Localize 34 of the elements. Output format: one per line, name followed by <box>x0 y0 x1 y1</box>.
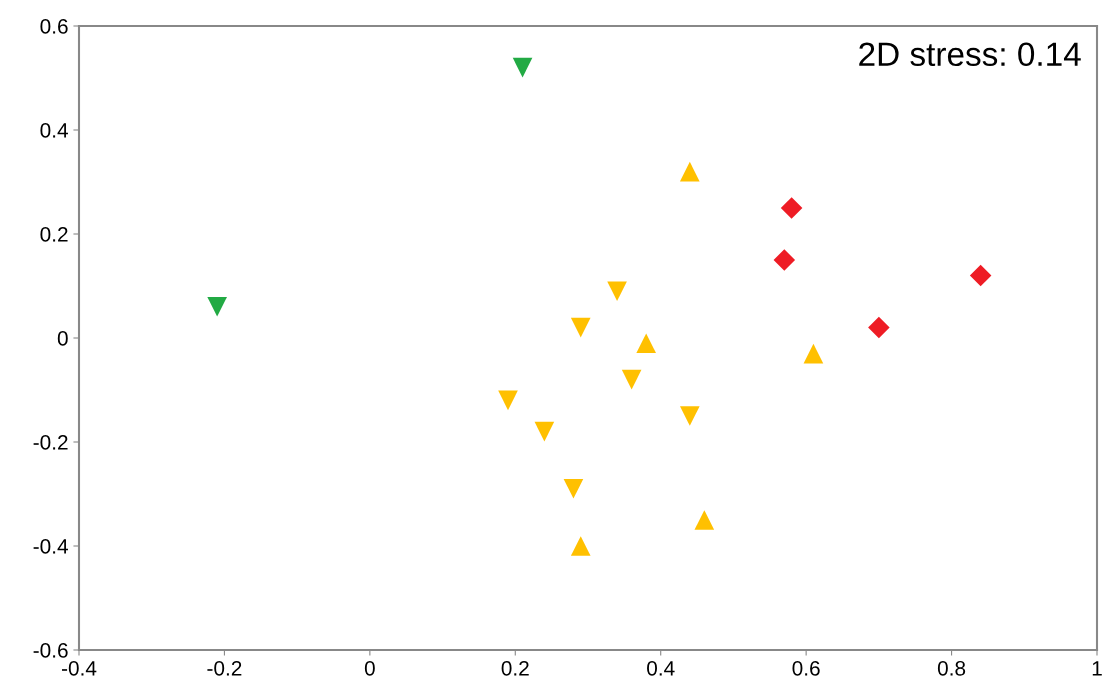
point <box>694 510 715 530</box>
annotation: 2D stress: 0.14 <box>859 42 1081 67</box>
y-tick-label: 0.4 <box>40 123 68 138</box>
point <box>679 406 700 426</box>
point <box>498 390 518 411</box>
x-tick-label: -0.2 <box>207 660 242 676</box>
point <box>534 421 555 442</box>
point <box>621 369 642 390</box>
point <box>803 343 824 364</box>
x-tick-label: 0.8 <box>937 660 966 676</box>
point <box>868 316 890 339</box>
y-tick-label: 0.2 <box>40 227 68 242</box>
y-tick-label: -0.2 <box>33 435 68 450</box>
point <box>636 333 656 354</box>
y-tick-label: 0.6 <box>40 19 68 34</box>
point <box>563 478 584 499</box>
y-tick-label: -0.6 <box>33 643 68 658</box>
x-tick-label: 0.4 <box>647 660 675 676</box>
point <box>512 57 533 78</box>
point <box>969 264 992 287</box>
y-tick-label: -0.4 <box>33 539 68 554</box>
x-tick-label: 0.6 <box>792 660 820 676</box>
point <box>570 536 591 556</box>
point <box>207 296 227 317</box>
x-tick-label: 0.2 <box>501 660 529 676</box>
x-tick-label: 0 <box>364 660 375 676</box>
point <box>570 317 591 338</box>
point <box>780 197 803 219</box>
x-tick-label: 1 <box>1092 661 1102 676</box>
point <box>773 249 796 271</box>
y-tick-label: 0 <box>57 331 68 346</box>
x-tick-label: -0.4 <box>61 660 97 676</box>
point <box>607 281 627 302</box>
point <box>679 161 700 182</box>
